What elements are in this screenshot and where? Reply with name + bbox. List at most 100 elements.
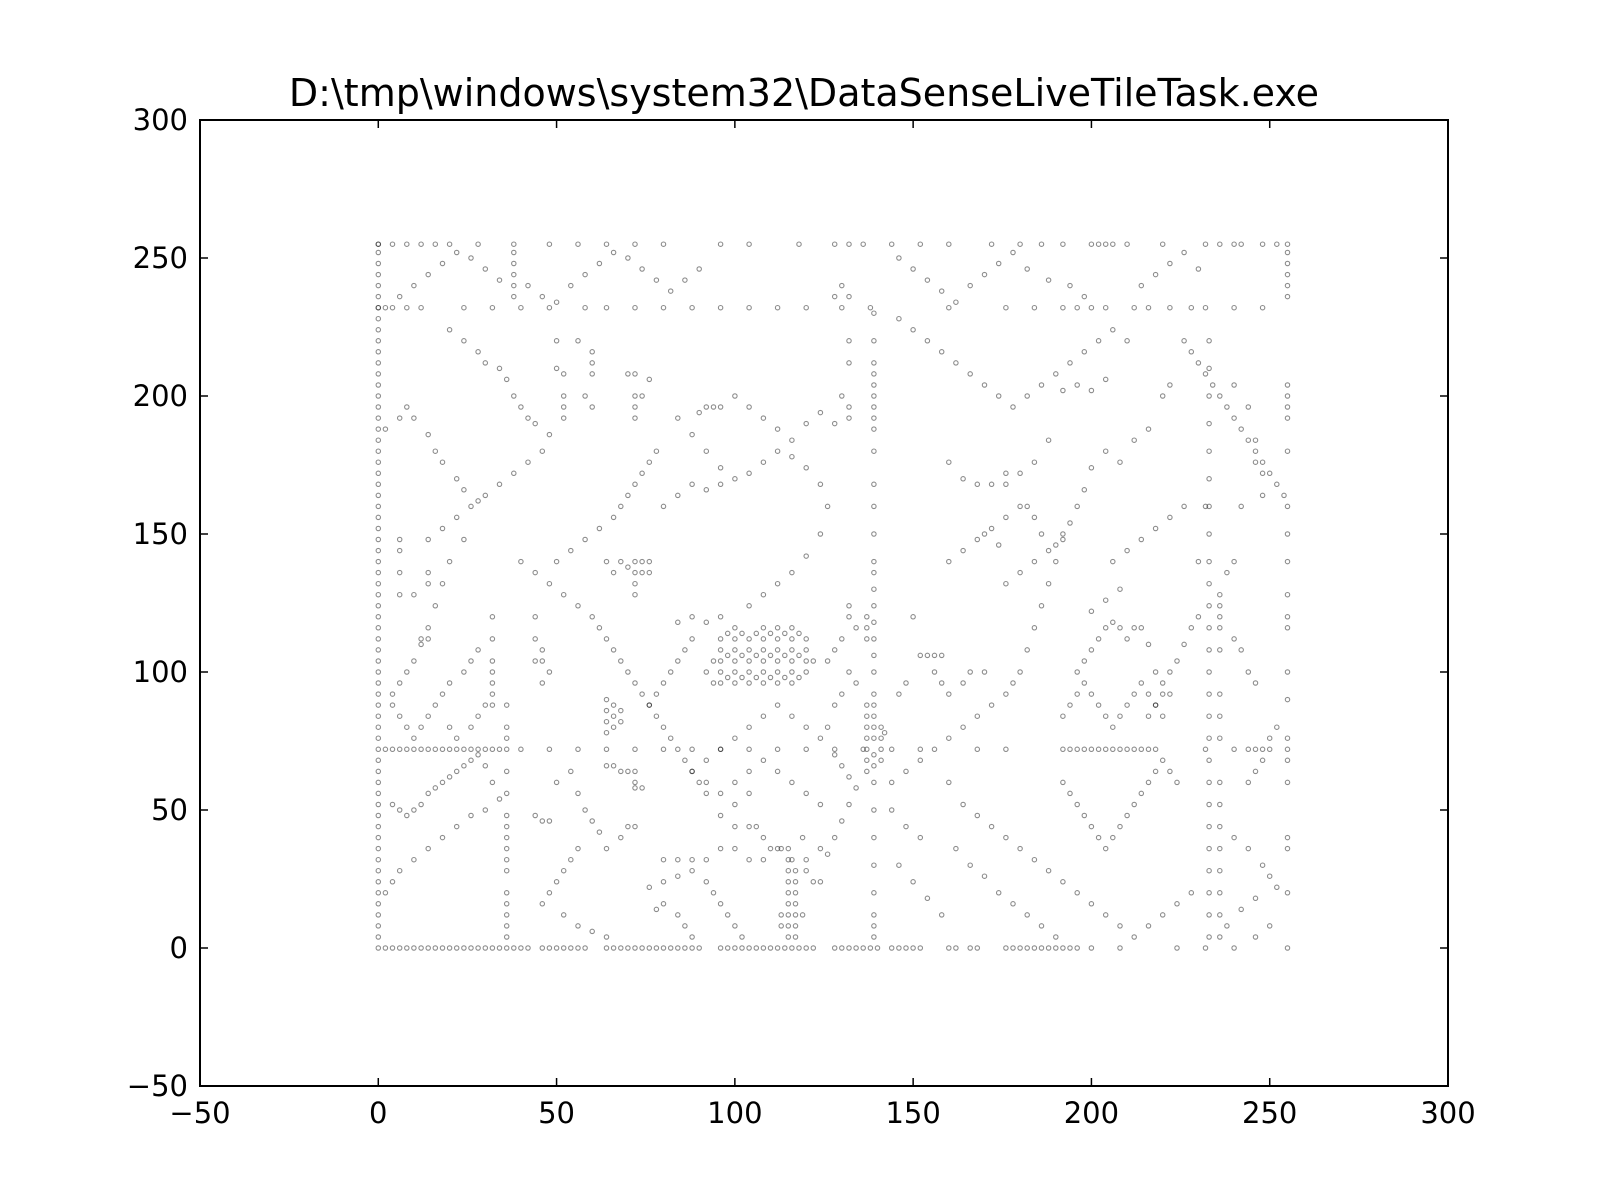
data-point <box>432 746 439 753</box>
data-point <box>396 591 403 598</box>
data-point <box>1217 393 1223 399</box>
data-point <box>853 625 859 631</box>
data-point <box>1038 945 1045 951</box>
data-point <box>1217 912 1223 918</box>
data-point <box>382 426 389 432</box>
data-point <box>1031 856 1038 863</box>
data-point <box>589 360 595 366</box>
data-point <box>753 823 760 830</box>
data-point <box>446 680 453 686</box>
data-point <box>760 625 767 631</box>
data-point <box>1284 282 1291 289</box>
data-point <box>511 241 517 247</box>
data-point <box>618 558 624 565</box>
data-point <box>871 702 877 708</box>
data-point <box>411 856 417 863</box>
data-point <box>1238 906 1244 913</box>
data-point <box>732 625 738 631</box>
data-point <box>1110 327 1116 333</box>
data-point <box>411 658 417 664</box>
data-point <box>610 249 617 256</box>
data-point <box>871 912 877 918</box>
data-point <box>396 547 403 554</box>
data-point <box>546 945 553 951</box>
data-point <box>1031 945 1038 951</box>
data-point <box>532 614 538 620</box>
data-point <box>439 580 446 587</box>
data-point <box>539 901 546 907</box>
data-point <box>1238 503 1244 510</box>
data-point <box>1074 304 1080 311</box>
data-point <box>778 912 784 918</box>
data-point <box>946 459 952 465</box>
y-tick-label: 0 <box>170 931 188 965</box>
data-point <box>618 768 624 775</box>
data-point <box>575 338 581 344</box>
data-point <box>774 625 781 631</box>
data-point <box>1266 746 1273 753</box>
data-point <box>760 945 767 951</box>
data-point <box>1206 558 1212 565</box>
data-point <box>525 459 531 465</box>
data-point <box>896 945 902 951</box>
data-point <box>660 746 667 753</box>
data-point <box>375 768 382 775</box>
data-point <box>1088 945 1095 951</box>
data-point <box>689 867 695 874</box>
data-point <box>803 636 809 642</box>
data-point <box>1217 691 1223 697</box>
data-point <box>988 702 995 708</box>
x-tick-label: 200 <box>1064 1096 1119 1130</box>
data-point <box>1202 746 1209 753</box>
data-point <box>646 884 653 891</box>
data-point <box>746 823 752 830</box>
data-point <box>1252 459 1259 465</box>
data-point <box>1206 713 1212 719</box>
data-point <box>375 658 382 664</box>
data-point <box>1159 241 1166 247</box>
data-point <box>703 448 710 454</box>
data-point <box>746 856 752 863</box>
data-point <box>974 812 981 819</box>
data-point <box>1195 558 1202 565</box>
data-point <box>1245 746 1252 753</box>
data-point <box>853 680 859 686</box>
data-point <box>1284 293 1291 300</box>
data-point <box>1045 437 1052 443</box>
data-point <box>1252 448 1259 454</box>
data-point <box>717 658 724 664</box>
data-point <box>803 856 809 863</box>
data-point <box>511 393 517 399</box>
data-point <box>632 680 638 686</box>
data-point <box>831 647 838 653</box>
data-point <box>418 746 424 753</box>
data-point <box>903 823 909 830</box>
data-point <box>425 746 431 753</box>
data-point <box>1217 801 1223 808</box>
data-point <box>1174 658 1180 664</box>
y-tick-label: −50 <box>127 1069 188 1103</box>
data-point <box>864 757 870 764</box>
data-point <box>717 465 724 471</box>
data-point <box>871 481 877 488</box>
data-point <box>917 757 924 764</box>
data-point <box>375 349 382 355</box>
data-point <box>375 591 382 598</box>
data-point <box>1259 862 1266 868</box>
data-point <box>871 569 877 576</box>
data-point <box>1131 746 1137 753</box>
data-point <box>518 945 524 951</box>
data-point <box>610 713 617 719</box>
data-point <box>1217 625 1223 631</box>
data-point <box>1095 702 1102 708</box>
data-point <box>1217 241 1223 247</box>
data-point <box>1017 845 1023 852</box>
data-point <box>803 867 809 874</box>
data-point <box>632 768 638 775</box>
data-point <box>799 834 806 841</box>
data-point <box>831 241 838 247</box>
data-point <box>1188 625 1195 631</box>
x-tick-label: 100 <box>707 1096 762 1130</box>
data-point <box>1284 735 1291 741</box>
data-point <box>396 713 403 719</box>
